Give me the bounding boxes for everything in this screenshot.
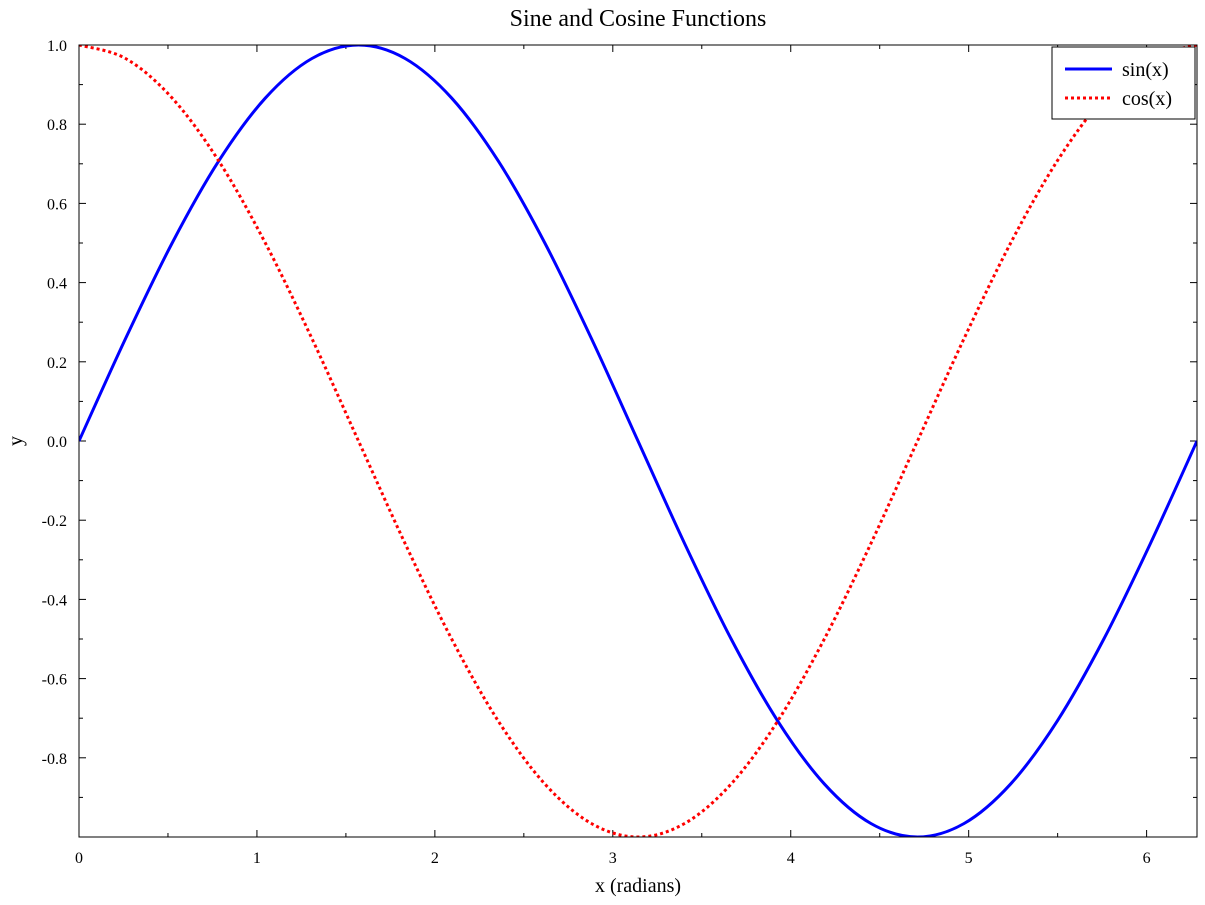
y-tick-label: 0.8 <box>47 117 67 134</box>
legend-box <box>1051 46 1196 120</box>
y-tick-label: -0.4 <box>42 592 67 609</box>
y-tick-label: -0.8 <box>42 751 67 768</box>
y-tick-label: 0.6 <box>47 196 67 213</box>
x-tick-label: 1 <box>253 850 261 867</box>
series-line-sin <box>79 45 1197 837</box>
y-tick-label: 0.2 <box>47 355 67 372</box>
x-tick-label: 5 <box>965 850 973 867</box>
x-axis-label: x (radians) <box>595 875 681 897</box>
y-tick-label: 0.4 <box>47 276 67 293</box>
series-layer <box>79 45 1197 837</box>
legend-label-cos: cos(x) <box>1122 88 1172 110</box>
x-tick-label: 4 <box>787 850 795 867</box>
legend: sin(x) cos(x) <box>1051 46 1196 120</box>
axis-ticks: 0 1 2 3 4 5 6 1.0 0.8 0.6 0.4 0.2 0.0 -0.2 -0.4 -0.6 -0.… <box>42 38 1197 867</box>
y-tick-label: 1.0 <box>47 38 67 55</box>
series-line-cos <box>79 45 1197 837</box>
y-tick-label: -0.2 <box>42 513 67 530</box>
y-tick-label: 0.0 <box>47 434 67 451</box>
plot-frame <box>78 44 1198 838</box>
legend-label-sin: sin(x) <box>1122 59 1169 81</box>
x-tick-label: 6 <box>1143 850 1151 867</box>
y-tick-label: -0.6 <box>42 672 67 689</box>
x-tick-label: 0 <box>75 850 83 867</box>
chart-title: Sine and Cosine Functions <box>510 6 767 32</box>
x-tick-label: 2 <box>431 850 439 867</box>
y-axis-label: y <box>5 436 27 446</box>
x-tick-label: 3 <box>609 850 617 867</box>
